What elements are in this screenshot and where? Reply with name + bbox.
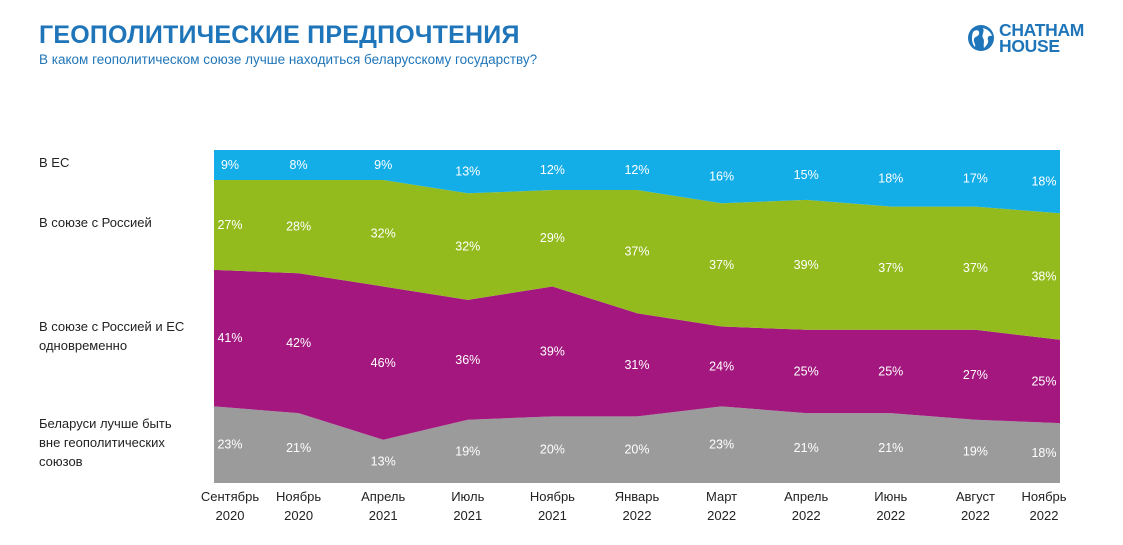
value-label: 38%: [1031, 270, 1056, 284]
row-label-line: вне геополитических: [39, 435, 165, 450]
logo-line-1: CHATHAM: [999, 20, 1085, 40]
value-label: 12%: [540, 163, 565, 177]
x-tick-label: 2022: [623, 508, 652, 523]
value-label: 27%: [963, 368, 988, 382]
x-tick-label: Сентябрь: [201, 489, 259, 504]
area-series-1: [214, 406, 1060, 483]
value-label: 31%: [624, 358, 649, 372]
x-tick-label: Август: [956, 489, 995, 504]
row-label-line: В ЕС: [39, 155, 70, 170]
x-tick-label: 2022: [876, 508, 905, 523]
value-label: 20%: [624, 443, 649, 457]
x-tick-label: 2021: [369, 508, 398, 523]
x-tick-label: Ноябрь: [276, 489, 321, 504]
value-label: 15%: [794, 168, 819, 182]
value-label: 21%: [286, 441, 311, 455]
x-tick-label: Июль: [451, 489, 484, 504]
value-label: 8%: [290, 158, 308, 172]
value-label: 12%: [624, 163, 649, 177]
row-label-line: В союзе с Россией: [39, 215, 152, 230]
row-label: В союзе с Россией: [39, 213, 152, 232]
x-tick-label: 2020: [284, 508, 313, 523]
value-label: 37%: [624, 245, 649, 259]
value-label: 13%: [455, 165, 480, 179]
x-tick-label: 2022: [792, 508, 821, 523]
x-tick-label: Ноябрь: [530, 489, 575, 504]
x-tick-label: 2021: [538, 508, 567, 523]
x-tick-label: Март: [706, 489, 737, 504]
x-tick-label: 2022: [707, 508, 736, 523]
value-label: 18%: [1031, 175, 1056, 189]
globe-icon: [968, 25, 994, 51]
value-label: 20%: [540, 443, 565, 457]
x-tick-label: 2021: [453, 508, 482, 523]
value-label: 39%: [540, 345, 565, 359]
value-label: 25%: [878, 364, 903, 378]
value-label: 27%: [217, 218, 242, 232]
page-title: ГЕОПОЛИТИЧЕСКИЕ ПРЕДПОЧТЕНИЯ: [39, 21, 520, 49]
area-series-3: [214, 180, 1060, 340]
x-tick-label: Апрель: [361, 489, 405, 504]
value-label: 39%: [794, 258, 819, 272]
chart-x-labels: Сентябрь 2020 Ноябрь 2020 Апрель 2021 Июль 2021…: [201, 489, 1067, 523]
row-label: Беларуси лучше быть вне геополитических со…: [39, 414, 172, 471]
value-label: 25%: [1031, 374, 1056, 388]
value-label: 36%: [455, 353, 480, 367]
value-label: 25%: [794, 364, 819, 378]
value-label: 9%: [221, 158, 239, 172]
value-label: 13%: [371, 454, 396, 468]
value-label: 37%: [963, 261, 988, 275]
value-label: 19%: [455, 444, 480, 458]
x-tick-label: 2022: [961, 508, 990, 523]
row-label-line: В союзе с Россией и ЕС: [39, 319, 185, 334]
logo-line-2: HOUSE: [999, 36, 1060, 56]
x-tick-label: 2020: [216, 508, 245, 523]
x-tick-label: Апрель: [784, 489, 828, 504]
row-label: В ЕС: [39, 153, 69, 172]
value-label: 42%: [286, 336, 311, 350]
value-label: 23%: [709, 438, 734, 452]
x-tick-label: 2022: [1030, 508, 1059, 523]
value-label: 18%: [878, 171, 903, 185]
value-label: 21%: [794, 441, 819, 455]
value-label: 21%: [878, 441, 903, 455]
value-label: 9%: [374, 158, 392, 172]
value-label: 37%: [709, 258, 734, 272]
chatham-house-logo: CHATHAM HOUSE: [966, 20, 1085, 56]
chart-areas: [214, 150, 1060, 483]
value-label: 23%: [217, 438, 242, 452]
value-label: 29%: [540, 231, 565, 245]
row-label-line: одновременно: [39, 338, 128, 353]
value-label: 46%: [371, 356, 396, 370]
row-label: В союзе с Россией и ЕС одновременно: [39, 317, 184, 355]
area-series-2: [214, 269, 1060, 440]
value-label: 16%: [709, 170, 734, 184]
value-label: 17%: [963, 171, 988, 185]
x-tick-label: Январь: [615, 489, 660, 504]
row-label-line: Беларуси лучше быть: [39, 416, 172, 431]
x-tick-label: Июнь: [874, 489, 907, 504]
x-tick-label: Ноябрь: [1021, 489, 1066, 504]
row-label-line: союзов: [39, 454, 83, 469]
value-label: 41%: [217, 331, 242, 345]
area-series-4: [214, 150, 1060, 214]
value-label: 32%: [455, 240, 480, 254]
value-label: 32%: [371, 226, 396, 240]
value-label: 24%: [709, 359, 734, 373]
page-subtitle: В каком геополитическом союзе лучше нахо…: [39, 52, 538, 67]
value-label: 18%: [1031, 446, 1056, 460]
value-label: 19%: [963, 444, 988, 458]
chart-value-labels: 23% 21% 13% 19% 20% 20% 23% 21% 21% 19% 18% 41% 42% 4…: [217, 158, 1056, 468]
value-label: 37%: [878, 261, 903, 275]
value-label: 28%: [286, 220, 311, 234]
